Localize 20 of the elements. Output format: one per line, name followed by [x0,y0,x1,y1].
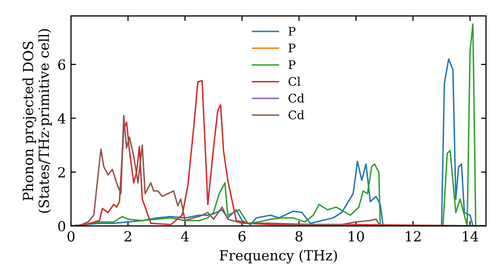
x-tick-label: 4 [181,231,189,242]
legend-label: P [288,60,296,70]
y-tick-label: 6 [58,59,66,70]
x-tick-label: 6 [238,231,246,242]
y-tick-label: 2 [58,167,65,178]
legend-label: Cl [288,76,300,86]
x-tick-label: 10 [348,231,364,242]
x-tick-label: 2 [124,231,132,242]
x-axis-title: Frequency (THz) [220,250,337,264]
x-tick-label: 0 [67,231,74,242]
legend-label: Cd [288,94,304,103]
x-tick-label: 12 [406,231,421,242]
x-tick-label: 8 [296,231,303,242]
y-axis-title: Phonon projected DOS (States/THz·primitive cell) [22,29,52,213]
y-tick-label: 0 [58,220,66,232]
legend-label: Cd [288,110,304,120]
legend-label: P [288,26,296,36]
y-tick-label: 4 [58,113,66,124]
legend-label: P [288,44,296,52]
x-tick-label: 14 [462,231,478,242]
